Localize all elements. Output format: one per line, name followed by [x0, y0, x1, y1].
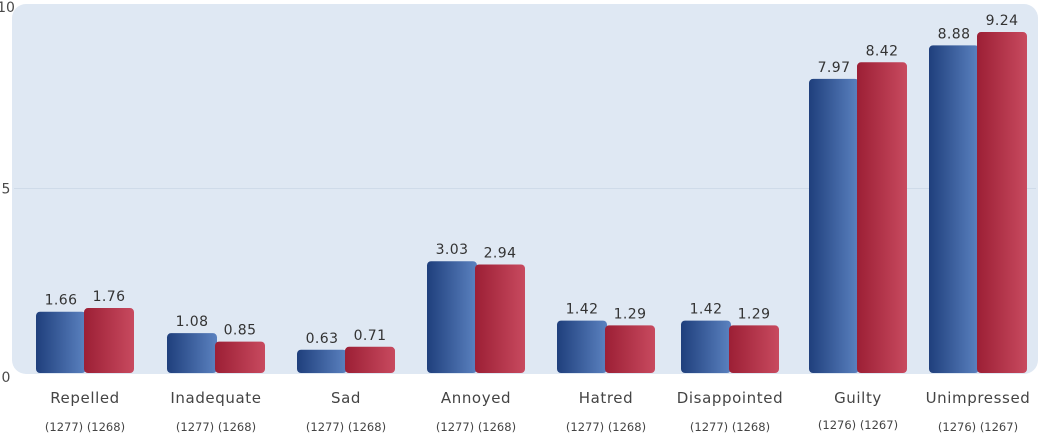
- value-label: 1.08: [176, 314, 209, 330]
- category-label: Disappointed: [677, 389, 783, 407]
- bar-sad-series-2: [345, 346, 395, 373]
- sample-size-label: (1277) (1268): [436, 420, 516, 434]
- value-label: 7.97: [818, 60, 851, 76]
- category-label: Sad: [331, 389, 361, 407]
- y-tick-label: 10: [0, 0, 15, 16]
- category-label: Guilty: [834, 389, 882, 407]
- bar-hatred-series-1: [557, 320, 607, 373]
- value-label: 2.94: [484, 246, 517, 262]
- bar-repelled-series-2: [84, 308, 134, 373]
- value-label: 0.63: [306, 331, 339, 347]
- bar-guilty-series-1: [809, 78, 859, 374]
- bar-unimpressed-series-1: [929, 45, 979, 373]
- bar-annoyed-series-2: [475, 264, 525, 373]
- bar-disappointed-series-1: [681, 320, 731, 373]
- bar-hatred-series-2: [605, 325, 655, 373]
- bar-inadequate-series-2: [215, 341, 265, 373]
- value-label: 1.66: [45, 293, 78, 309]
- value-label: 1.42: [690, 302, 723, 318]
- sample-size-label: (1277) (1268): [306, 420, 386, 434]
- value-label: 0.71: [354, 328, 387, 344]
- value-label: 3.03: [436, 242, 469, 258]
- category-label: Repelled: [50, 389, 120, 407]
- bar-annoyed-series-1: [427, 261, 477, 373]
- category-label: Unimpressed: [926, 389, 1031, 407]
- bar-disappointed-series-2: [729, 325, 779, 373]
- sample-size-label: (1276) (1267): [818, 418, 898, 432]
- sample-size-label: (1277) (1268): [566, 420, 646, 434]
- bar-unimpressed-series-2: [977, 32, 1027, 373]
- bar-inadequate-series-1: [167, 333, 217, 373]
- value-label: 1.76: [93, 289, 126, 305]
- bar-guilty-series-2: [857, 62, 907, 373]
- value-label: 1.29: [614, 306, 647, 322]
- category-label: Hatred: [579, 389, 634, 407]
- bar-repelled-series-1: [36, 311, 86, 373]
- sample-size-label: (1276) (1267): [938, 420, 1018, 434]
- y-tick-label: 5: [2, 182, 11, 198]
- value-label: 0.85: [224, 323, 257, 339]
- value-label: 1.29: [738, 306, 771, 322]
- value-label: 8.88: [938, 26, 971, 42]
- sample-size-label: (1277) (1268): [690, 420, 770, 434]
- category-label: Annoyed: [441, 389, 511, 407]
- sample-size-label: (1277) (1268): [176, 420, 256, 434]
- value-label: 8.42: [866, 43, 899, 59]
- value-label: 1.42: [566, 302, 599, 318]
- bar-sad-series-1: [297, 349, 347, 373]
- y-tick-label: 0: [2, 370, 11, 386]
- sample-size-label: (1277) (1268): [45, 420, 125, 434]
- category-label: Inadequate: [170, 389, 261, 407]
- value-label: 9.24: [986, 13, 1019, 29]
